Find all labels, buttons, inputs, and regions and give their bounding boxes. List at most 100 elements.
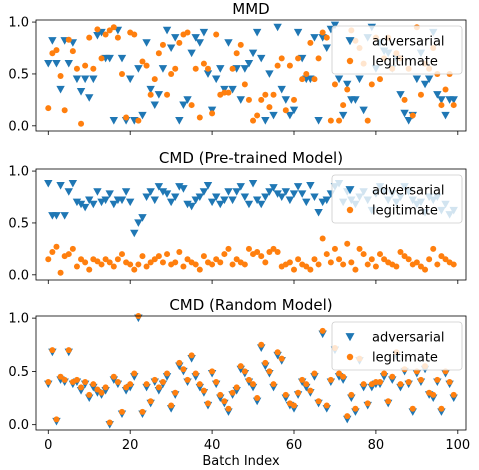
data-point-legitimate <box>82 259 89 266</box>
data-point-adversarial <box>244 200 254 209</box>
data-point-legitimate <box>49 50 56 57</box>
data-point-legitimate <box>315 398 322 405</box>
data-point-adversarial <box>297 190 307 198</box>
data-point-legitimate <box>127 261 134 268</box>
data-point-legitimate <box>143 263 150 270</box>
data-point-legitimate <box>417 263 424 270</box>
data-point-adversarial <box>310 193 319 201</box>
data-point-legitimate <box>327 376 334 383</box>
data-point-legitimate <box>274 62 281 69</box>
legend: adversarial legitimate <box>331 321 463 371</box>
data-point-adversarial <box>138 111 147 120</box>
data-point-legitimate <box>65 251 72 258</box>
data-point-legitimate <box>405 379 412 386</box>
data-point-legitimate <box>291 96 297 103</box>
data-point-legitimate <box>245 376 252 383</box>
data-point-legitimate <box>397 248 404 255</box>
data-point-legitimate <box>172 389 179 396</box>
data-point-legitimate <box>295 55 302 62</box>
data-point-legitimate <box>241 261 248 268</box>
data-point-legitimate <box>73 376 80 383</box>
legend-marker-adversarial <box>345 37 355 46</box>
data-point-adversarial <box>72 198 82 207</box>
data-point-legitimate <box>45 105 52 112</box>
data-point-legitimate <box>106 419 113 426</box>
data-point-legitimate <box>258 253 265 260</box>
data-point-legitimate <box>155 384 162 391</box>
x-tick-label: 40 <box>204 438 221 453</box>
data-point-adversarial <box>146 85 155 94</box>
data-point-adversarial <box>433 91 442 99</box>
data-point-legitimate <box>340 373 347 380</box>
data-point-legitimate <box>61 376 68 383</box>
data-point-legitimate <box>143 62 150 69</box>
data-point-legitimate <box>94 386 101 393</box>
data-point-legitimate <box>53 416 60 423</box>
data-point-legitimate <box>69 48 76 55</box>
data-point-legitimate <box>348 391 355 398</box>
data-point-legitimate <box>213 31 220 38</box>
data-point-adversarial <box>109 117 119 125</box>
data-point-legitimate <box>221 251 228 258</box>
data-point-adversarial <box>293 28 303 37</box>
data-point-adversarial <box>216 200 225 209</box>
y-tick-label: 0.5 <box>8 365 29 380</box>
data-point-legitimate <box>57 373 64 380</box>
data-point-legitimate <box>196 381 203 388</box>
data-point-legitimate <box>377 76 383 83</box>
data-point-adversarial <box>310 34 319 42</box>
data-point-legitimate <box>237 363 244 370</box>
data-point-legitimate <box>192 261 199 268</box>
data-point-legitimate <box>209 261 216 268</box>
data-point-legitimate <box>168 70 175 77</box>
data-point-adversarial <box>289 106 299 115</box>
data-point-legitimate <box>372 263 379 270</box>
data-point-legitimate <box>262 91 269 98</box>
data-point-legitimate <box>119 408 125 415</box>
data-point-legitimate <box>213 256 220 263</box>
data-point-legitimate <box>229 65 236 72</box>
data-point-legitimate <box>352 266 359 273</box>
data-point-legitimate <box>200 253 207 260</box>
data-point-legitimate <box>78 384 85 391</box>
data-point-legitimate <box>340 102 347 109</box>
legend-box <box>331 174 463 224</box>
data-point-adversarial <box>175 117 184 125</box>
data-point-legitimate <box>45 379 52 386</box>
data-point-adversarial <box>289 190 299 198</box>
data-point-adversarial <box>285 196 295 205</box>
data-point-adversarial <box>183 200 192 209</box>
data-point-legitimate <box>323 34 330 41</box>
data-point-legitimate <box>438 102 445 109</box>
data-point-adversarial <box>80 203 90 212</box>
data-point-adversarial <box>117 196 127 205</box>
data-point-adversarial <box>248 49 258 58</box>
data-point-legitimate <box>98 261 105 268</box>
data-point-legitimate <box>200 60 207 67</box>
data-point-legitimate <box>307 387 314 394</box>
data-point-adversarial <box>244 60 254 68</box>
data-point-adversarial <box>146 188 155 196</box>
data-point-adversarial <box>203 70 213 78</box>
data-point-legitimate <box>307 266 314 273</box>
data-point-legitimate <box>164 370 171 377</box>
data-point-adversarial <box>211 75 221 84</box>
data-point-adversarial <box>322 44 331 52</box>
data-point-legitimate <box>172 65 179 72</box>
data-point-adversarial <box>269 184 278 192</box>
data-point-legitimate <box>368 81 375 88</box>
data-point-legitimate <box>340 261 347 268</box>
data-point-legitimate <box>282 391 289 398</box>
data-point-legitimate <box>336 256 343 263</box>
data-point-legitimate <box>155 253 162 260</box>
data-point-legitimate <box>299 376 306 383</box>
x-axis-label: Batch Index <box>202 454 280 469</box>
data-point-adversarial <box>265 70 274 78</box>
data-point-legitimate <box>225 245 232 252</box>
legend-box <box>331 25 463 75</box>
data-point-legitimate <box>114 379 121 386</box>
data-point-legitimate <box>364 400 371 407</box>
data-point-adversarial <box>228 196 237 205</box>
y-tick-label: 0.0 <box>8 418 29 433</box>
y-tick-label: 1.0 <box>8 165 29 180</box>
